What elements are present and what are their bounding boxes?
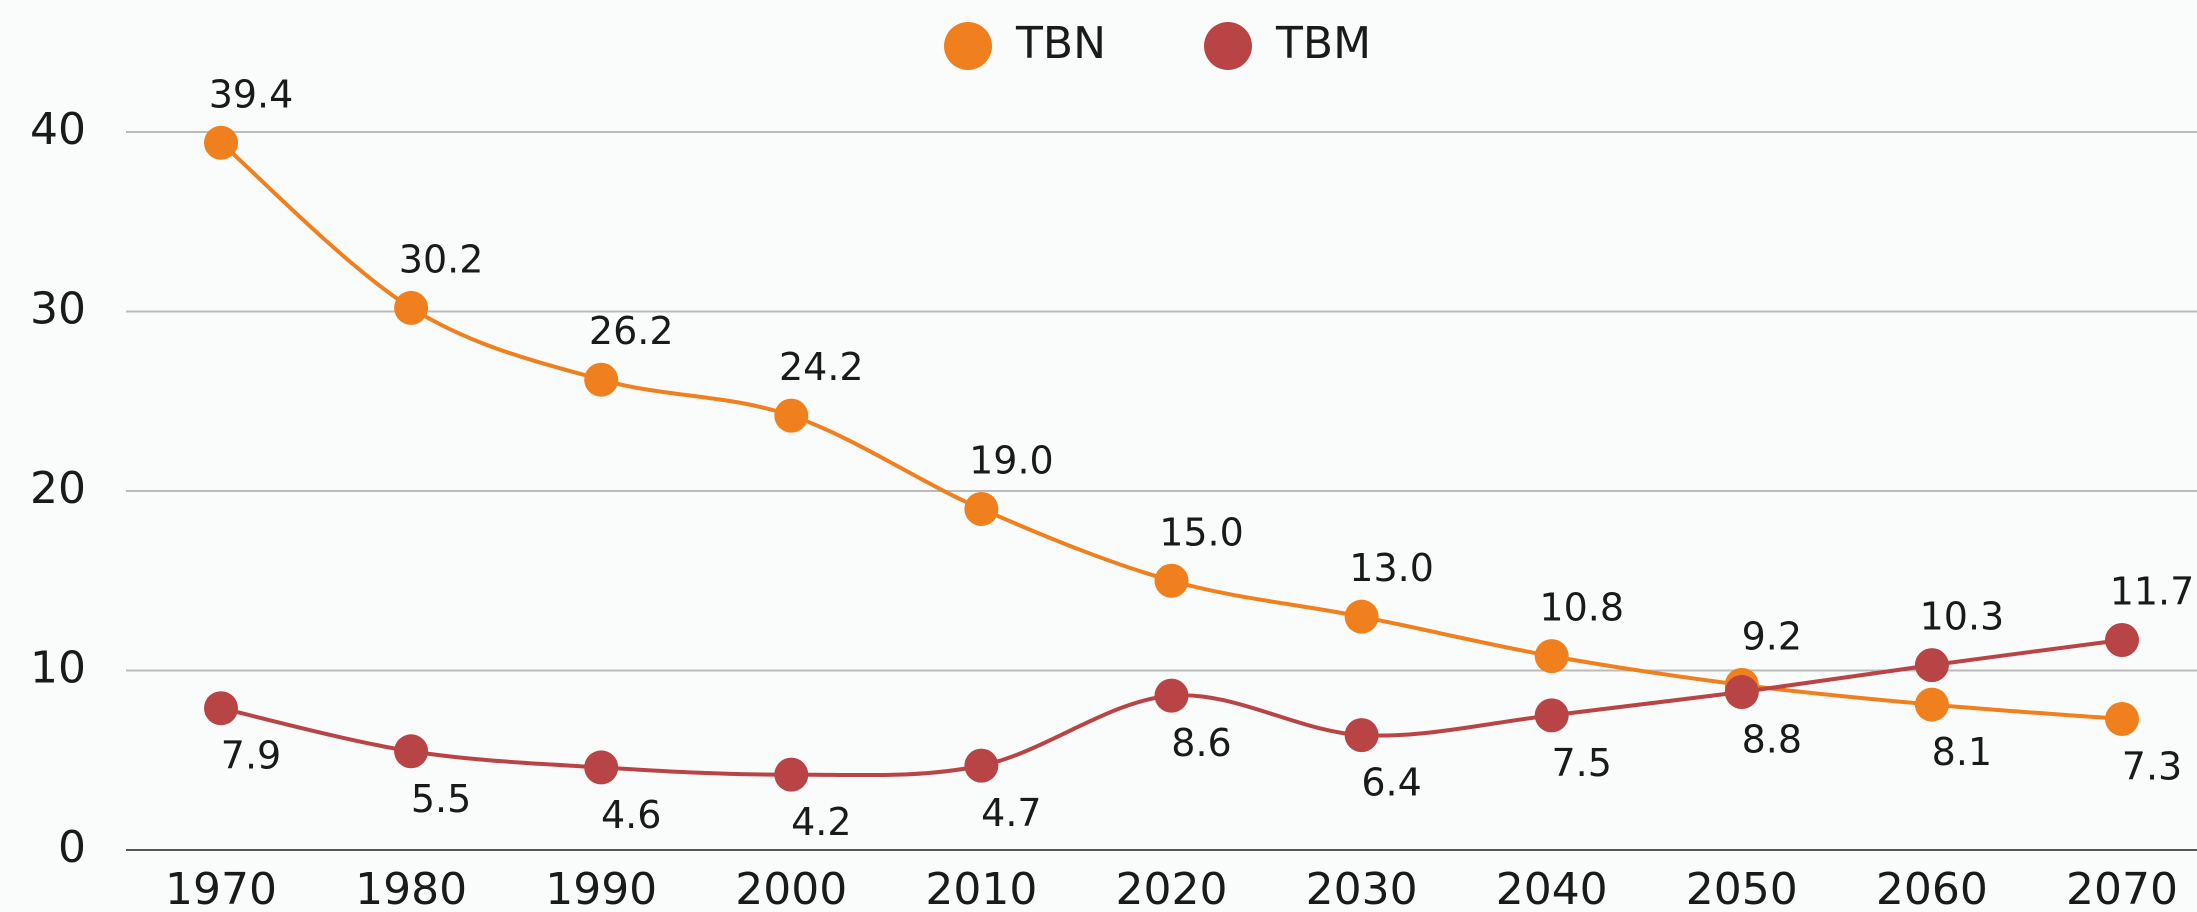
y-tick-label: 0	[58, 822, 86, 873]
data-label: 19.0	[969, 438, 1054, 482]
data-point	[204, 125, 238, 160]
data-point	[584, 362, 619, 397]
x-tick-label: 2000	[735, 864, 847, 912]
data-point	[394, 734, 429, 769]
series-line	[219, 141, 2123, 721]
x-tick-label: 2050	[1686, 864, 1798, 912]
legend-marker	[944, 22, 992, 70]
data-label: 7.3	[2122, 744, 2182, 788]
data-label: 5.5	[411, 777, 471, 821]
x-tick-label: 1970	[165, 864, 277, 912]
data-label: 13.0	[1349, 546, 1434, 590]
data-label: 24.2	[779, 345, 864, 389]
data-point	[774, 757, 809, 792]
data-point	[2105, 701, 2139, 736]
data-point	[2105, 622, 2139, 657]
data-point	[1914, 687, 1949, 722]
legend-label: TBM	[1275, 18, 1371, 69]
data-label: 4.2	[791, 800, 851, 844]
data-label: 39.4	[209, 72, 294, 116]
data-label: 9.2	[1742, 614, 1802, 658]
data-label: 4.7	[981, 791, 1041, 835]
data-label: 8.1	[1932, 730, 1992, 774]
data-label: 6.4	[1361, 761, 1421, 805]
data-label: 11.7	[2110, 569, 2195, 613]
x-tick-label: 2010	[925, 864, 1037, 912]
data-point	[964, 748, 999, 783]
data-point	[1344, 599, 1379, 634]
legend-marker	[1204, 22, 1252, 70]
data-point	[1534, 698, 1569, 733]
x-tick-label: 2030	[1306, 864, 1418, 912]
data-label: 30.2	[399, 237, 484, 281]
data-point	[774, 398, 809, 433]
data-point	[1914, 648, 1949, 683]
data-label: 26.2	[589, 309, 674, 353]
data-label: 10.8	[1539, 586, 1624, 630]
data-label: 7.9	[221, 734, 281, 778]
y-tick-label: 40	[30, 104, 86, 155]
data-label: 4.6	[601, 793, 661, 837]
x-tick-label: 2070	[2066, 864, 2178, 912]
data-point	[1534, 639, 1569, 674]
y-tick-label: 30	[30, 284, 86, 335]
data-label: 7.5	[1551, 741, 1611, 785]
data-label: 10.3	[1920, 595, 2005, 639]
data-point	[1154, 678, 1189, 713]
data-point	[964, 491, 999, 526]
x-tick-label: 2060	[1876, 864, 1988, 912]
data-point	[394, 290, 429, 325]
x-tick-label: 1990	[545, 864, 657, 912]
data-point	[584, 750, 619, 785]
data-label: 8.8	[1742, 718, 1802, 762]
data-point	[1724, 675, 1759, 710]
y-tick-label: 10	[30, 643, 86, 694]
x-tick-label: 1980	[355, 864, 467, 912]
y-tick-label: 20	[30, 463, 86, 514]
data-point	[1344, 718, 1379, 753]
data-label: 15.0	[1159, 510, 1244, 554]
data-point	[1154, 563, 1189, 598]
legend-label: TBN	[1015, 18, 1106, 69]
data-point	[204, 691, 238, 726]
data-label: 8.6	[1171, 721, 1231, 765]
x-tick-label: 2040	[1496, 864, 1608, 912]
x-tick-label: 2020	[1116, 864, 1228, 912]
